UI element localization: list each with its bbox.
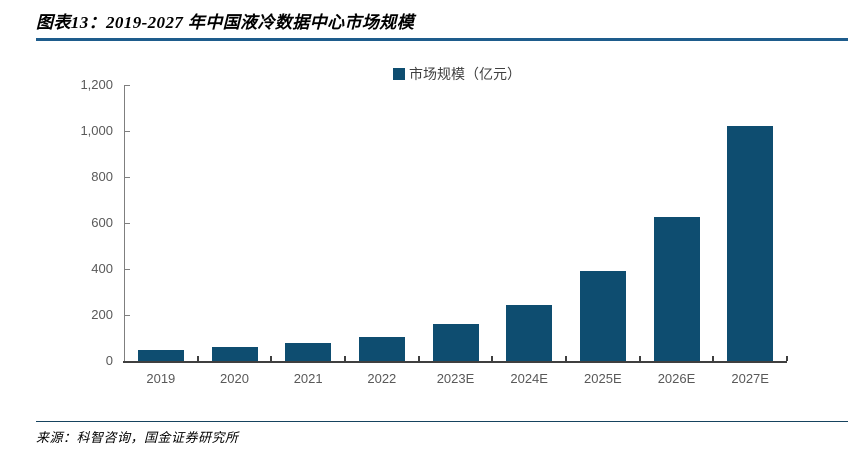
y-axis-tick-label: 200 bbox=[91, 307, 113, 322]
x-axis-boundary-tick bbox=[638, 356, 641, 361]
y-axis-tick bbox=[125, 131, 130, 132]
x-axis-category-label: 2019 bbox=[146, 371, 176, 386]
source-note: 来源：科智咨询，国金证券研究所 bbox=[36, 430, 239, 445]
bar-2019 bbox=[137, 349, 184, 361]
x-axis-boundary-tick bbox=[565, 356, 567, 361]
x-axis-line bbox=[123, 361, 787, 363]
x-axis-category-label: 2021 bbox=[293, 371, 323, 386]
bar-2026E bbox=[653, 217, 700, 361]
x-axis-boundary-tick bbox=[417, 356, 420, 361]
footer-divider bbox=[36, 421, 848, 422]
bar-2020 bbox=[211, 347, 258, 361]
x-axis-category-label: 2024E bbox=[510, 371, 548, 386]
x-axis-boundary-tick bbox=[196, 356, 199, 361]
plot-area: 0 200 400 600 800 1,000 1,200 2019 2020 2021 2022 2… bbox=[80, 77, 788, 386]
x-axis-category-label: 2023E bbox=[436, 371, 475, 386]
y-axis-tick-label: 1,000 bbox=[80, 123, 113, 138]
y-axis-tick bbox=[125, 85, 130, 86]
x-axis-category-label: 2025E bbox=[584, 371, 622, 386]
bar-2024E bbox=[506, 304, 553, 361]
x-axis-category-label: 2026E bbox=[657, 371, 696, 386]
bar-2025E bbox=[579, 271, 626, 361]
y-axis-tick bbox=[125, 269, 130, 270]
x-axis-category-label: 2022 bbox=[367, 371, 397, 386]
x-axis-category-label: 2020 bbox=[220, 371, 249, 386]
x-axis-boundary-tick bbox=[786, 356, 788, 361]
y-axis-tick-label: 1,200 bbox=[80, 77, 113, 92]
y-axis-tick-label: 0 bbox=[105, 353, 113, 368]
chart-legend: 市场规模（亿元） bbox=[393, 64, 521, 84]
bar-2023E bbox=[432, 324, 479, 361]
x-axis-boundary-tick bbox=[491, 356, 494, 361]
y-axis-tick bbox=[125, 315, 130, 316]
legend-label: 市场规模（亿元） bbox=[409, 66, 521, 82]
x-axis-boundary-tick bbox=[344, 356, 346, 361]
y-axis-line bbox=[124, 85, 125, 363]
x-axis-boundary-tick bbox=[270, 356, 273, 361]
x-axis-boundary-tick bbox=[712, 356, 715, 361]
y-axis-tick bbox=[125, 223, 130, 224]
y-axis-tick-label: 800 bbox=[91, 169, 113, 184]
y-axis-tick bbox=[125, 177, 130, 178]
y-axis-tick-label: 600 bbox=[91, 215, 113, 230]
x-axis-category-label: 2027E bbox=[731, 371, 769, 386]
title-divider bbox=[36, 38, 848, 41]
bar-2022 bbox=[358, 336, 405, 361]
y-axis-tick-label: 400 bbox=[91, 261, 113, 276]
bar-2021 bbox=[285, 342, 332, 361]
legend-swatch-icon bbox=[393, 68, 405, 80]
bar-2027E bbox=[727, 126, 774, 361]
figure-title: 图表13：2019-2027 年中国液冷数据中心市场规模 bbox=[36, 13, 415, 32]
